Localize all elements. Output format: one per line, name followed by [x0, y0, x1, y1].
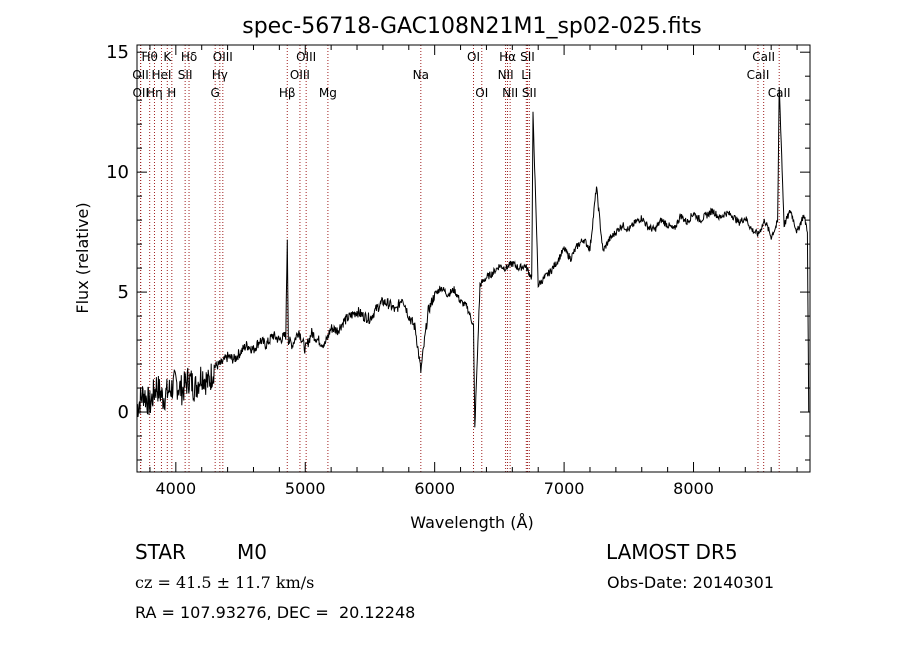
spectral-line-label: HeI: [151, 68, 171, 82]
x-tick-label: 7000: [544, 479, 585, 498]
spectral-line-label: Li: [521, 68, 531, 82]
spectral-line-label: NII: [498, 68, 514, 82]
spectral-line-label: Hγ: [212, 68, 228, 82]
spectral-line-label: OII: [132, 68, 149, 82]
y-tick-label: 15: [106, 42, 129, 63]
spectral-line-label: OI: [475, 86, 488, 100]
spectral-line-label: Hδ: [181, 50, 197, 64]
spectral-line-label: G: [211, 86, 220, 100]
spectral-line-label: OIII: [290, 68, 310, 82]
plot-frame: [136, 44, 811, 473]
spectral-line-label: Na: [413, 68, 429, 82]
spectral-line-label: K: [163, 50, 172, 64]
spectral-line-label: Hθ: [141, 50, 157, 64]
spectral-line-label: Mg: [319, 86, 337, 100]
survey-name: LAMOST DR5: [606, 540, 738, 564]
x-axis-label: Wavelength (Å): [410, 513, 533, 532]
y-axis-label: Flux (relative): [73, 202, 92, 313]
object-class: STAR: [135, 540, 186, 564]
spectral-line-label: OIII: [213, 50, 233, 64]
x-tick-label: 6000: [414, 479, 455, 498]
redshift-cz: cz = 41.5 ± 11.7 km/s: [135, 573, 315, 592]
spectral-line-label: CaII: [747, 68, 770, 82]
spectral-line-label: Hβ: [279, 86, 296, 100]
spectral-line-label: CaII: [752, 50, 775, 64]
x-tick-label: 5000: [285, 479, 326, 498]
axis-ticks: 4000 5000 6000 7000 8000 0 5 10 15: [106, 42, 810, 498]
chart-title: spec-56718-GAC108N21M1_sp02-025.fits: [242, 14, 702, 39]
y-tick-label: 5: [118, 282, 129, 303]
y-tick-label: 0: [118, 402, 129, 423]
spectral-line-label: Hη: [146, 86, 163, 100]
x-tick-label: 4000: [155, 479, 196, 498]
spectral-line-label: SII: [178, 68, 193, 82]
y-tick-label: 10: [106, 162, 129, 183]
x-tick-label: 8000: [673, 479, 714, 498]
coordinates: RA = 107.93276, DEC = 20.12248: [135, 603, 416, 622]
spectral-line-label: OI: [467, 50, 480, 64]
spectral-line-label: SII: [520, 50, 535, 64]
spectral-line-label: Hα: [499, 50, 516, 64]
spectral-line-label: SII: [522, 86, 537, 100]
spectral-lines-layer: [139, 45, 780, 472]
object-subclass: M0: [237, 540, 267, 564]
spectrum-series-line: [136, 87, 810, 428]
spectral-line-label: H: [167, 86, 176, 100]
observation-date: Obs-Date: 20140301: [607, 573, 775, 592]
spectral-line-label: OIII: [296, 50, 316, 64]
spectral-line-label: NII: [502, 86, 518, 100]
